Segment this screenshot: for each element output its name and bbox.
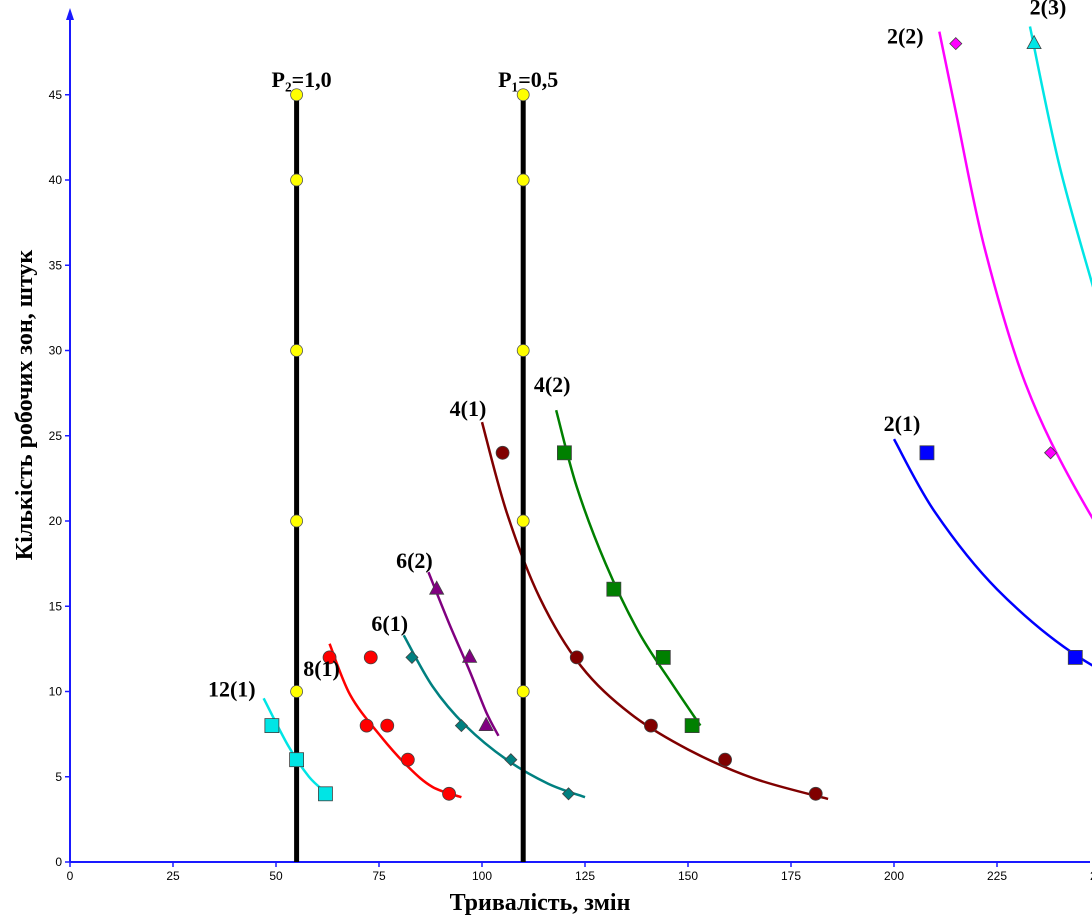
y-axis-arrow-icon (66, 8, 74, 20)
curve-label-7: 2(2) (887, 24, 924, 49)
fit-curve-4 (480, 421, 829, 801)
data-point-4-4 (808, 786, 823, 801)
curve-label-3: 6(2) (396, 548, 433, 573)
data-point-7-0 (949, 37, 963, 51)
vertical-line-point-0-0 (290, 685, 304, 698)
x-tick-label: 75 (372, 869, 386, 883)
vertical-line-point-0-3 (290, 173, 304, 187)
data-point-5-0 (557, 445, 572, 461)
data-point-1-2 (359, 718, 374, 733)
y-tick-label: 25 (49, 429, 63, 443)
x-tick-label: 100 (472, 869, 492, 883)
data-points (264, 34, 1083, 802)
vertical-line-label-0: P₂=1,0 (272, 67, 332, 92)
fit-curve-3 (427, 571, 500, 737)
data-point-1-3 (380, 718, 395, 733)
curve-label-1: 8(1) (303, 656, 340, 681)
data-point-5-3 (684, 718, 700, 733)
vertical-line-point-0-2 (290, 344, 304, 357)
data-point-7-1 (1043, 446, 1058, 460)
vertical-line-point-0-4 (290, 88, 304, 102)
data-point-2-0 (405, 650, 419, 664)
x-tick-label: 225 (987, 869, 1007, 883)
y-tick-label: 15 (49, 599, 63, 613)
x-tick-label: 125 (575, 869, 595, 883)
data-point-2-1 (454, 719, 468, 733)
curve-label-8: 2(3) (1030, 0, 1067, 20)
fit-curve-5 (554, 409, 702, 727)
x-tick-label: 200 (884, 869, 904, 883)
data-point-3-2 (478, 716, 494, 731)
data-point-1-1 (363, 650, 378, 665)
data-point-3-0 (429, 580, 445, 595)
curve-label-2: 6(1) (371, 611, 408, 636)
y-tick-label: 35 (49, 258, 63, 272)
curve-label-0: 12(1) (208, 676, 256, 701)
data-point-0-1 (289, 752, 305, 768)
data-point-0-0 (264, 718, 280, 733)
y-tick-label: 10 (49, 685, 63, 699)
data-point-6-0 (919, 445, 935, 461)
data-point-2-2 (504, 753, 518, 767)
data-point-4-1 (569, 650, 584, 665)
vertical-line-point-1-3 (516, 173, 530, 187)
fit-curve-1 (328, 643, 462, 799)
curve-label-6: 2(1) (884, 411, 921, 436)
y-tick-label: 0 (55, 855, 62, 869)
x-tick-label: 150 (678, 869, 698, 883)
data-point-0-2 (318, 786, 333, 802)
data-point-1-0 (322, 650, 337, 665)
y-tick-label: 30 (49, 344, 63, 358)
data-point-8-0 (1026, 34, 1042, 49)
fit-curves (262, 26, 1092, 801)
vertical-line-point-1-0 (516, 685, 530, 698)
data-point-1-5 (442, 786, 456, 801)
vertical-line-label-1: P₁=0,5 (498, 67, 558, 92)
data-point-6-1 (1067, 650, 1083, 665)
vertical-line-point-0-1 (290, 514, 304, 528)
curve-label-5: 4(2) (534, 372, 571, 397)
vertical-line-point-1-1 (516, 514, 530, 528)
data-point-4-3 (718, 752, 732, 767)
data-point-2-3 (561, 787, 576, 801)
x-axis-label: Тривалість, змін (450, 890, 631, 915)
data-point-5-2 (655, 650, 671, 665)
y-tick-label: 5 (55, 770, 62, 784)
y-tick-label: 20 (49, 514, 63, 528)
x-tick-label: 0 (67, 869, 74, 883)
axes: 0255075100125150175200225250275300325350… (49, 8, 1092, 883)
fit-curve-7 (938, 31, 1092, 520)
x-tick-label: 175 (781, 869, 801, 883)
x-tick-label: 250 (1090, 869, 1092, 883)
y-tick-label: 45 (49, 88, 63, 102)
y-axis-label: Кількість робочих зон, штук (12, 250, 38, 561)
y-tick-label: 40 (49, 173, 63, 187)
data-point-1-4 (400, 752, 415, 767)
x-tick-label: 25 (166, 869, 180, 883)
vertical-line-point-1-2 (516, 344, 530, 357)
fit-curve-2 (402, 634, 586, 799)
data-point-5-1 (606, 581, 622, 597)
x-tick-label: 50 (269, 869, 283, 883)
vertical-line-point-1-4 (516, 88, 530, 102)
data-point-3-1 (461, 648, 478, 663)
curve-label-4: 4(1) (450, 396, 487, 421)
curve-labels: 12(1) 8(1) 6(1) 6(2) 4(1) 4(2) 2(1) 2(2) 2(3) P₂=… (208, 0, 1066, 701)
fit-curve-8 (1028, 26, 1092, 288)
fit-curve-6 (892, 438, 1092, 667)
vertical-lines (290, 88, 530, 862)
data-point-4-0 (495, 445, 510, 460)
data-point-4-2 (644, 718, 658, 733)
